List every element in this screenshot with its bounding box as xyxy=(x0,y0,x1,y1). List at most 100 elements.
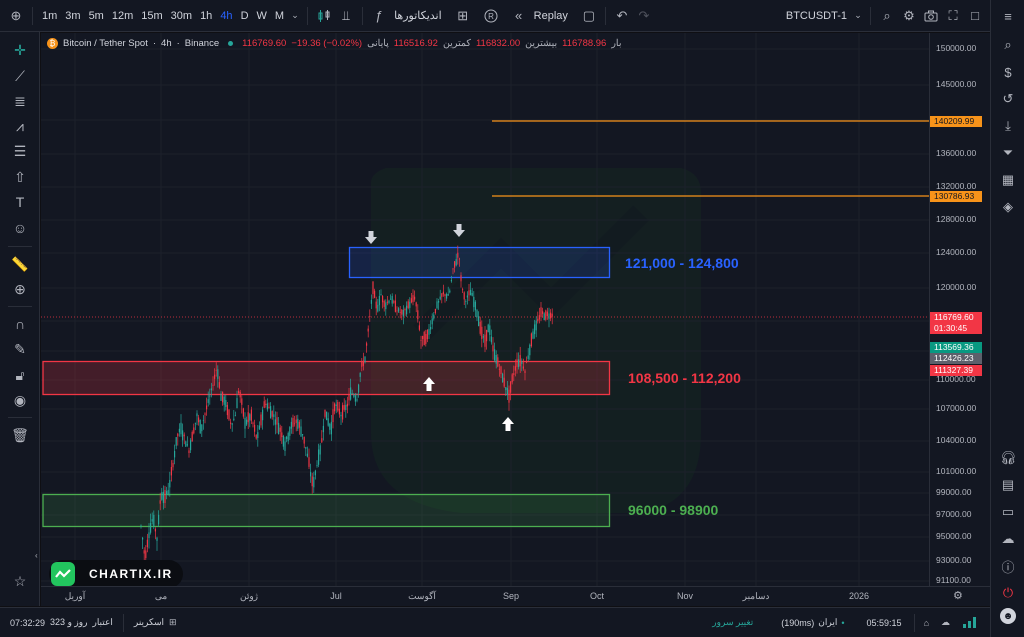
candle-body xyxy=(466,295,468,298)
star-icon[interactable]: ☆ xyxy=(13,572,27,589)
candle-body xyxy=(380,294,382,295)
interval-4h[interactable]: 4h xyxy=(220,9,233,22)
candle-body xyxy=(514,366,516,371)
candle-body xyxy=(455,259,457,266)
zoom-in-icon[interactable]: ⊕ xyxy=(14,280,26,297)
interval-m[interactable]: M xyxy=(274,9,285,22)
fib-tool-icon[interactable]: ☰ xyxy=(13,142,27,159)
info-icon[interactable]: ⓘ xyxy=(1001,559,1015,575)
candle-body xyxy=(263,401,265,408)
ruler-icon[interactable]: 📏 xyxy=(11,255,29,272)
price-tick-label: 99000.00 xyxy=(936,487,972,497)
eye-icon[interactable]: ◉ xyxy=(13,391,27,408)
zone-red-108500-112200[interactable] xyxy=(42,360,611,396)
svg-text:R: R xyxy=(488,12,494,21)
emoji-icon[interactable]: ☺ xyxy=(12,220,28,236)
redo-icon[interactable]: ↷ xyxy=(638,7,650,23)
interval-12m[interactable]: 12m xyxy=(111,9,134,22)
compare-icon[interactable]: ⫫ xyxy=(342,7,350,23)
candle-body xyxy=(383,301,385,307)
camera-icon[interactable] xyxy=(920,5,942,27)
calendar-icon[interactable]: ▦ xyxy=(1001,172,1015,187)
search-icon[interactable]: ⌕ xyxy=(1004,37,1012,52)
interval-30m[interactable]: 30m xyxy=(170,9,193,22)
trash-icon[interactable]: 🗑︎ xyxy=(11,426,29,443)
interval-15m[interactable]: 15m xyxy=(141,9,163,22)
history-icon[interactable]: ↺ xyxy=(1002,91,1014,106)
chartix-brand-text: CHARTIX.IR xyxy=(89,567,173,581)
candle-body xyxy=(266,403,268,410)
headset-icon[interactable]: 🎧︎ xyxy=(999,450,1017,465)
candle-body xyxy=(369,316,371,317)
power-icon[interactable]: ⏻ xyxy=(1002,585,1014,600)
maximize-icon[interactable]: □ xyxy=(971,8,979,23)
replay-icon[interactable]: « xyxy=(515,8,523,23)
tag-icon[interactable]: ⌂ xyxy=(923,617,929,628)
indicators-icon[interactable]: ƒ xyxy=(375,8,383,23)
undo-icon[interactable]: ↶ xyxy=(616,7,628,23)
download-icon[interactable]: ⤓ xyxy=(1005,118,1011,133)
axis-settings-icon[interactable]: ⚙ xyxy=(953,590,963,602)
signal-icon[interactable] xyxy=(962,616,978,630)
candle-body xyxy=(375,301,377,309)
screener-icon[interactable]: ⊞ xyxy=(169,617,177,627)
candlestick-series xyxy=(140,245,553,562)
cloud-icon[interactable]: ☁ xyxy=(1001,531,1015,546)
trend-line-icon[interactable]: ⟋ xyxy=(15,67,25,84)
lock-icon[interactable]: 🔓︎ xyxy=(15,366,25,383)
crosshair-icon[interactable]: ✛ xyxy=(14,41,26,58)
arrow-up-shape-icon[interactable]: ⇧ xyxy=(14,168,26,185)
chart-pane[interactable]: 121,000 - 124,800 108,500 - 112,200 9600… xyxy=(35,33,990,606)
menu-icon[interactable]: ≡ xyxy=(1004,8,1012,24)
candle-body xyxy=(156,537,158,541)
indicators-button[interactable]: اندیکاتورها xyxy=(394,10,442,22)
zone-green-96000-98900[interactable] xyxy=(42,493,611,528)
quick-search-icon[interactable]: ⌕ xyxy=(883,7,891,23)
horizontal-lines-icon[interactable]: ≣ xyxy=(14,92,26,109)
add-symbol-icon[interactable]: ⊕ xyxy=(10,7,22,23)
scroll-left-icon[interactable]: ‹ xyxy=(35,551,38,560)
candle-body xyxy=(348,394,350,401)
zone-blue-121000-124800[interactable] xyxy=(348,246,611,279)
settings-gear-icon[interactable]: ⚙ xyxy=(903,7,915,23)
dollar-icon[interactable]: $ xyxy=(1004,64,1012,80)
change-server-button[interactable]: تغییر سرور xyxy=(712,617,754,627)
layout-square-icon[interactable]: ▢ xyxy=(582,7,596,23)
text-tool-icon[interactable]: T xyxy=(15,194,25,210)
interval-1m[interactable]: 1m xyxy=(42,9,58,22)
cloud-status-icon[interactable]: ☁ xyxy=(941,617,950,627)
fullscreen-icon[interactable]: ⛶ xyxy=(948,7,958,23)
time-axis[interactable]: ‹ ⚙ آوریل می ژوئن Jul آگوست Sep Oct Nov دسامبر 20… xyxy=(35,551,990,606)
interval-3m[interactable]: 3m xyxy=(65,9,81,22)
symbol-selector[interactable]: BTCUSDT-1 xyxy=(785,9,847,22)
interval-5m[interactable]: 5m xyxy=(88,9,104,22)
calculator-icon[interactable]: ▤ xyxy=(1001,477,1015,492)
interval-1h[interactable]: 1h xyxy=(200,9,213,22)
layers-icon[interactable]: ◈ xyxy=(1003,199,1013,214)
templates-icon[interactable]: ⊞ xyxy=(457,7,469,23)
legend-symbol-title[interactable]: Bitcoin / Tether Spot xyxy=(63,38,148,49)
card-icon[interactable]: ▭ xyxy=(1001,504,1015,519)
chevron-down-icon[interactable]: ⌄ xyxy=(291,10,299,20)
arrow-up-marker xyxy=(502,417,514,431)
interval-d[interactable]: D xyxy=(240,9,249,22)
magnet-icon[interactable]: ∩ xyxy=(14,316,26,332)
alert-icon[interactable]: R xyxy=(480,5,502,27)
candle-chart-type-icon[interactable] xyxy=(313,5,335,27)
candle-body xyxy=(151,519,153,522)
avatar[interactable]: ☻ xyxy=(1000,608,1016,624)
chevron-down-icon[interactable]: ⌄ xyxy=(854,10,862,20)
candle-body xyxy=(143,550,145,554)
chart-plot-area[interactable]: 121,000 - 124,800 108,500 - 112,200 9600… xyxy=(41,33,929,586)
candle-body xyxy=(271,411,273,417)
replay-button[interactable]: Replay xyxy=(533,9,568,22)
candle-body xyxy=(247,412,249,423)
screener-button[interactable]: اسکرینر xyxy=(133,617,165,627)
candle-body xyxy=(337,401,339,411)
interval-w[interactable]: W xyxy=(256,9,267,22)
pattern-tool-icon[interactable]: ⩘ xyxy=(16,117,24,134)
draw-mode-icon[interactable]: ✎ xyxy=(14,340,26,357)
filter-icon[interactable]: ⏷ xyxy=(1002,145,1014,160)
candle-body xyxy=(257,432,259,438)
candle-body xyxy=(382,296,384,303)
